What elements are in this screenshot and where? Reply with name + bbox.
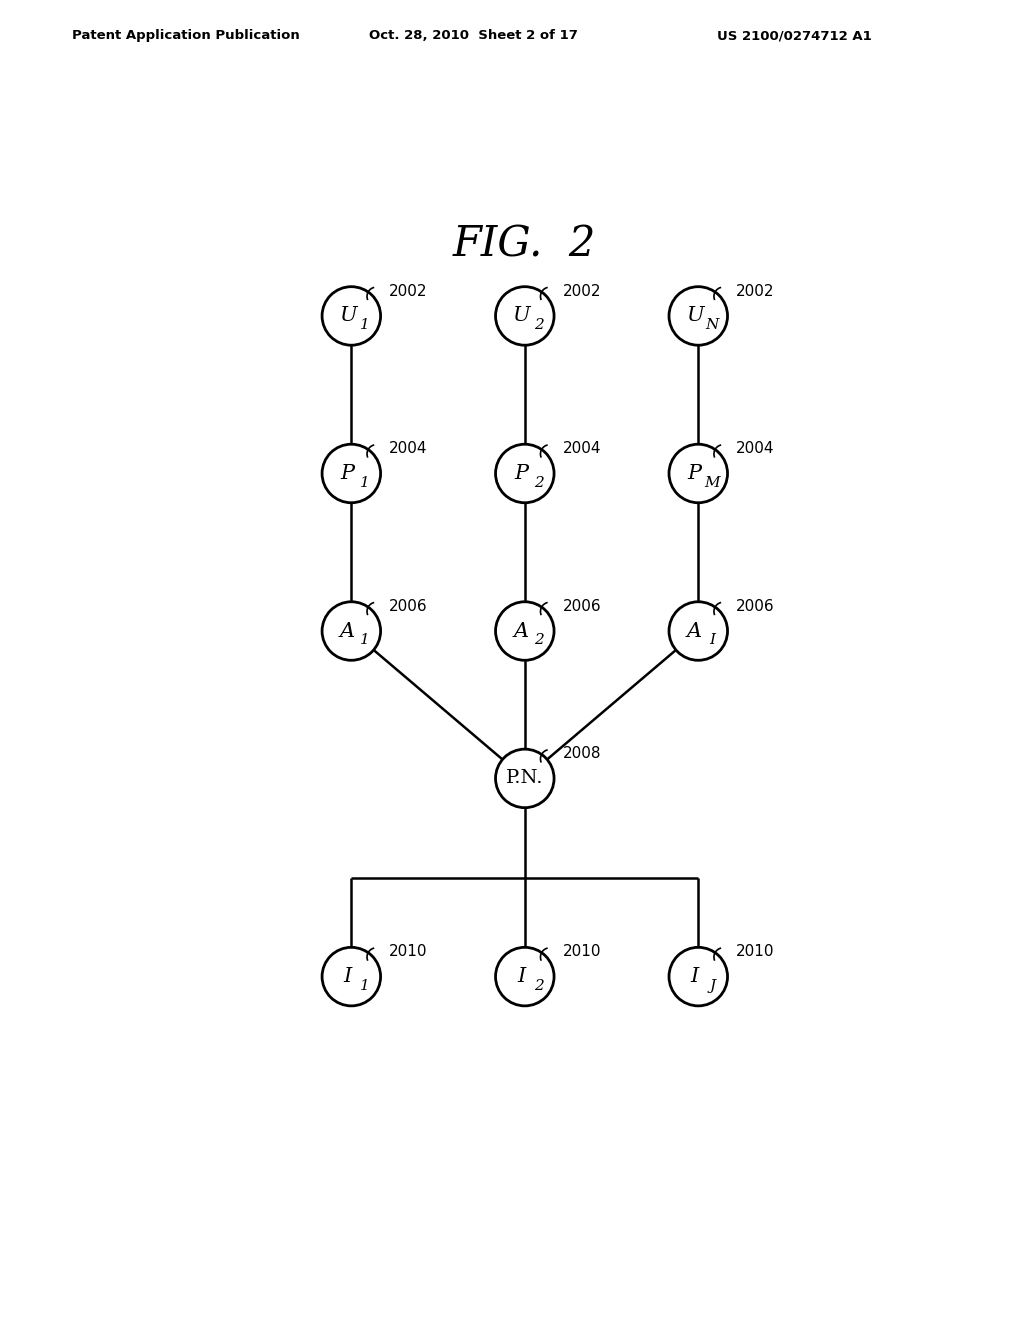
Text: U: U (686, 306, 703, 326)
Text: P: P (687, 465, 701, 483)
Circle shape (669, 445, 727, 503)
Text: 1: 1 (360, 634, 370, 647)
Text: 2: 2 (534, 475, 544, 490)
Circle shape (323, 286, 381, 346)
Text: 2010: 2010 (389, 944, 428, 960)
Text: 1: 1 (360, 318, 370, 333)
Text: 2002: 2002 (736, 284, 775, 298)
Text: 2006: 2006 (736, 598, 775, 614)
Circle shape (323, 445, 381, 503)
Text: Oct. 28, 2010  Sheet 2 of 17: Oct. 28, 2010 Sheet 2 of 17 (369, 29, 578, 42)
Text: 2: 2 (534, 979, 544, 993)
Text: 2010: 2010 (736, 944, 775, 960)
Circle shape (669, 602, 727, 660)
Text: P: P (514, 465, 528, 483)
Text: 2006: 2006 (563, 598, 601, 614)
Circle shape (496, 750, 554, 808)
Text: 2: 2 (534, 634, 544, 647)
Circle shape (496, 948, 554, 1006)
Text: FIG.  2: FIG. 2 (453, 224, 597, 265)
Text: I: I (710, 634, 715, 647)
Circle shape (669, 286, 727, 346)
Circle shape (496, 445, 554, 503)
Text: 2008: 2008 (563, 746, 601, 762)
Text: I: I (343, 968, 351, 986)
Text: I: I (517, 968, 525, 986)
Text: A: A (687, 622, 702, 640)
Circle shape (323, 602, 381, 660)
Text: I: I (690, 968, 698, 986)
Text: N: N (706, 318, 719, 333)
Text: 2004: 2004 (389, 441, 428, 457)
Circle shape (669, 948, 727, 1006)
Circle shape (496, 602, 554, 660)
Text: 1: 1 (360, 475, 370, 490)
Text: P.N.: P.N. (506, 770, 544, 788)
Text: A: A (513, 622, 528, 640)
Text: US 2100/0274712 A1: US 2100/0274712 A1 (717, 29, 871, 42)
Text: Patent Application Publication: Patent Application Publication (72, 29, 299, 42)
Text: M: M (705, 475, 720, 490)
Text: 2010: 2010 (563, 944, 601, 960)
Circle shape (496, 286, 554, 346)
Text: 1: 1 (360, 979, 370, 993)
Text: 2: 2 (534, 318, 544, 333)
Text: J: J (709, 979, 715, 993)
Text: 2004: 2004 (736, 441, 775, 457)
Text: 2002: 2002 (389, 284, 428, 298)
Text: U: U (339, 306, 356, 326)
Text: 2004: 2004 (563, 441, 601, 457)
Text: P: P (341, 465, 354, 483)
Circle shape (323, 948, 381, 1006)
Text: 2002: 2002 (563, 284, 601, 298)
Text: A: A (340, 622, 355, 640)
Text: 2006: 2006 (389, 598, 428, 614)
Text: U: U (512, 306, 529, 326)
